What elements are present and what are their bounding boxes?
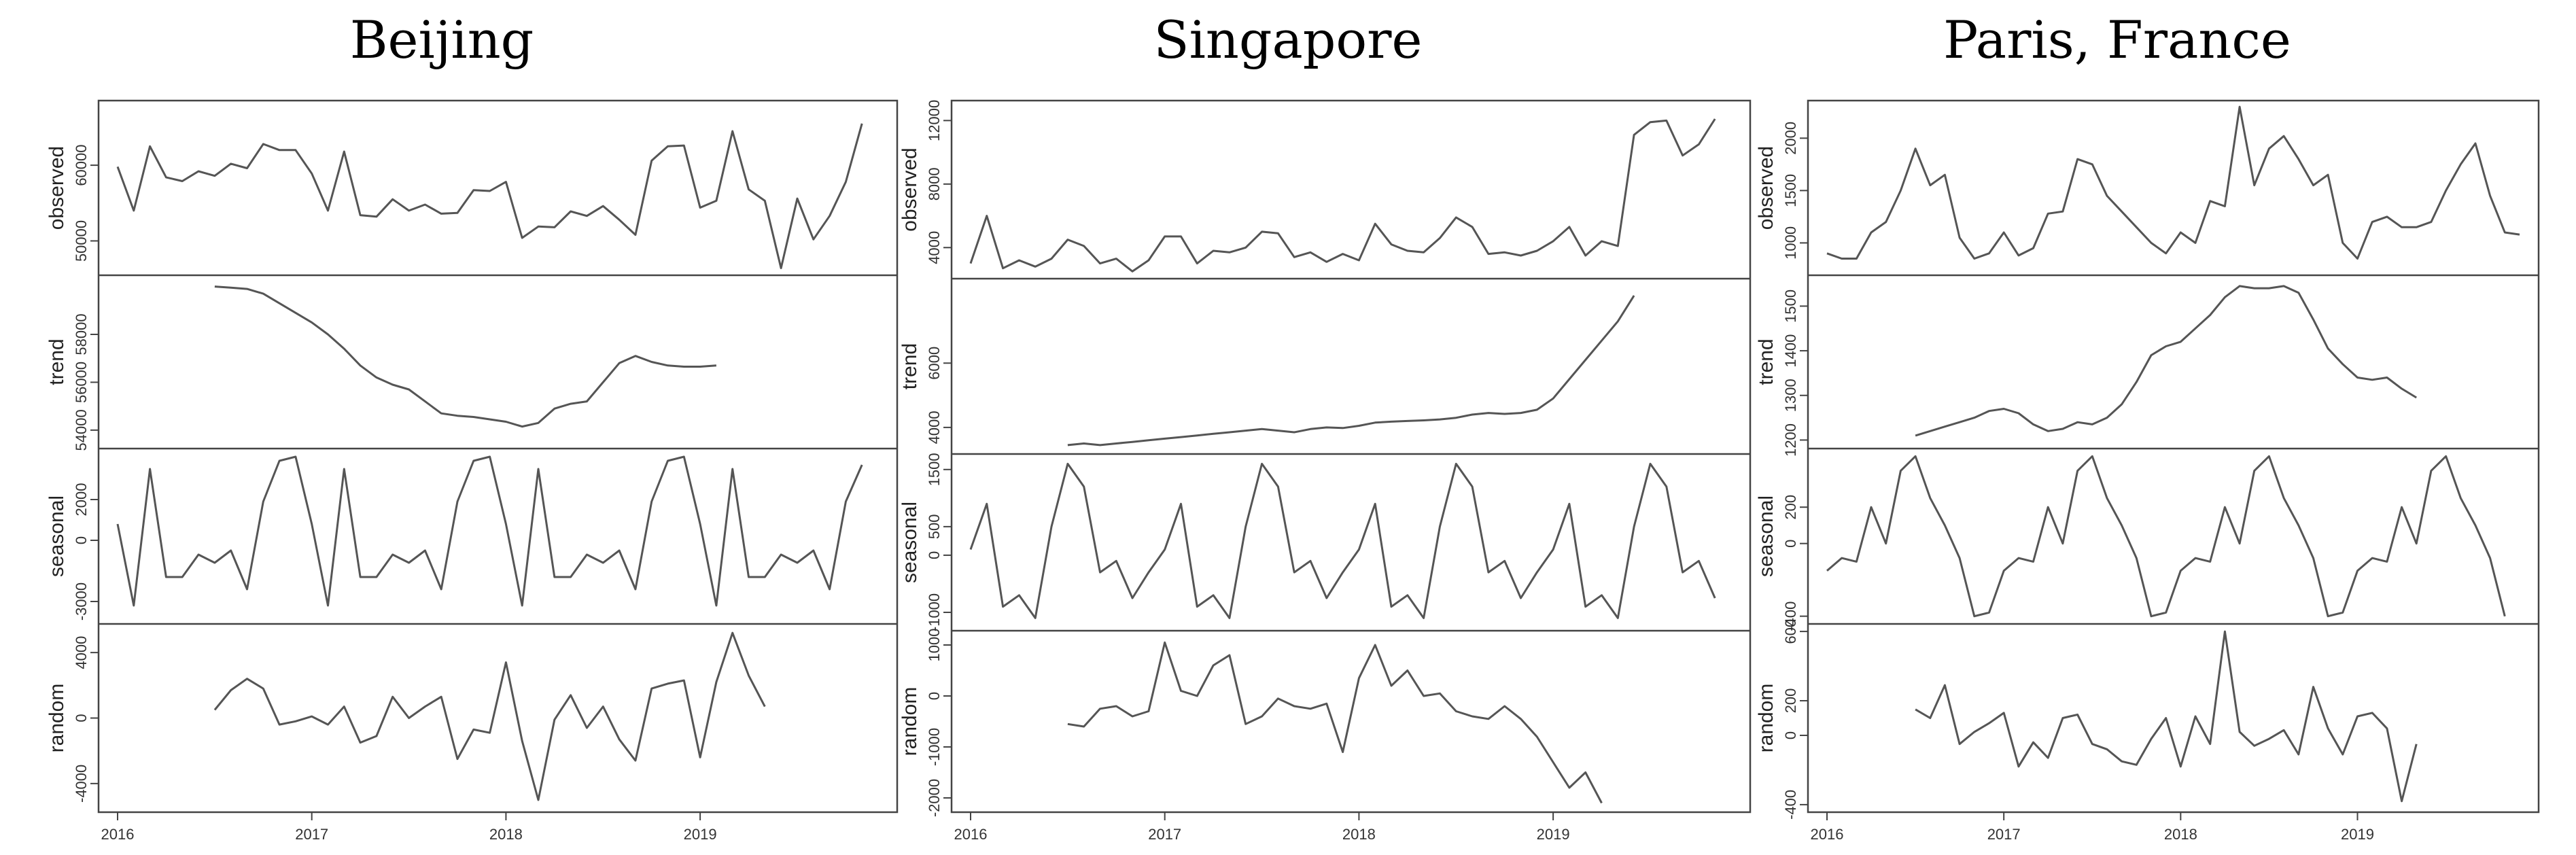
- panel-trend: 4000 6000 trend: [899, 277, 1750, 447]
- panel-label-seasonal: seasonal: [46, 495, 68, 577]
- y-tick-label: 56000: [73, 362, 90, 403]
- panel-label-trend: trend: [46, 338, 68, 385]
- y-tick-label: -2000: [926, 779, 943, 817]
- panel-label-seasonal: seasonal: [1755, 495, 1777, 577]
- y-tick-label: 1000: [1782, 226, 1799, 260]
- x-tick-label: 2016: [101, 826, 135, 843]
- series-line-seasonal: [969, 462, 1716, 619]
- y-tick-label: 600: [1782, 619, 1799, 644]
- y-tick-label: -4000: [73, 765, 90, 803]
- chart-title: Beijing: [350, 10, 534, 70]
- chart-singapore: Singapore 4000 8000 12000 observed 4000 6000 tr…: [899, 10, 1752, 843]
- x-tick-label: 2017: [295, 826, 328, 843]
- y-tick-label: 1200: [1782, 423, 1799, 457]
- panel-seasonal: -1000 0 500 1500 seasonal: [899, 453, 1750, 631]
- y-tick-label: 54000: [73, 409, 90, 451]
- plot-frame: [950, 99, 1752, 814]
- panel-label-observed: observed: [899, 147, 921, 231]
- x-tick-label: 2019: [684, 826, 717, 843]
- y-tick-label: 60000: [73, 144, 90, 186]
- y-tick-label: -1000: [926, 728, 943, 766]
- panel-label-trend: trend: [899, 343, 921, 389]
- series-line-trend: [214, 285, 717, 428]
- panel-label-trend: trend: [1755, 338, 1777, 385]
- x-tick-label: 2019: [1537, 826, 1570, 843]
- x-tick-label: 2016: [954, 826, 988, 843]
- y-tick-label: 200: [1782, 688, 1799, 714]
- y-tick-label: 0: [73, 536, 90, 544]
- y-tick-label: 2000: [73, 483, 90, 517]
- x-tick-label: 2018: [2164, 826, 2197, 843]
- chart-beijing: Beijing 50000 60000 observed 54000 56000 58000…: [46, 10, 899, 843]
- x-tick-label: 2018: [489, 826, 523, 843]
- panel-label-seasonal: seasonal: [899, 502, 921, 583]
- panel-label-random: random: [899, 687, 921, 756]
- y-tick-label: 58000: [73, 313, 90, 355]
- panel-trend: 1200 1300 1400 1500 trend: [1755, 274, 2539, 457]
- chart-title: Paris, France: [1943, 10, 2291, 70]
- chart-paris-france: Paris, France100015002000observed1200130…: [1755, 10, 2540, 843]
- x-tick-label: 2019: [2341, 826, 2374, 843]
- panel-random: -2000 -1000 0 1000 random: [899, 629, 1750, 817]
- panel-label-random: random: [46, 684, 68, 753]
- plot-frame: [97, 99, 899, 814]
- y-tick-label: 0: [926, 551, 943, 559]
- series-line-random: [213, 631, 766, 801]
- series-line-trend: [1915, 285, 2417, 437]
- y-tick-label: 1400: [1782, 334, 1799, 368]
- series-line-observed: [1826, 105, 2520, 260]
- y-tick-label: 500: [926, 514, 943, 540]
- panel-observed: 50000 60000 observed: [46, 123, 863, 269]
- y-tick-label: 1500: [1782, 290, 1799, 323]
- panel-trend: 54000 56000 58000 trend: [46, 274, 897, 451]
- y-tick-label: 1500: [926, 453, 943, 486]
- panel-label-random: random: [1755, 684, 1777, 753]
- y-tick-label: 1500: [1782, 174, 1799, 207]
- series-line-observed: [116, 123, 863, 269]
- x-tick-label: 2017: [1148, 826, 1181, 843]
- y-tick-label: 2000: [1782, 122, 1799, 155]
- y-tick-label: 50000: [73, 220, 90, 262]
- y-tick-label: 0: [926, 692, 943, 700]
- series-line-random: [1067, 641, 1603, 804]
- panel-seasonal: -400 0 200 seasonal: [1755, 447, 2539, 631]
- chart-title: Singapore: [1154, 10, 1423, 70]
- y-tick-label: 4000: [926, 231, 943, 264]
- panel-label-observed: observed: [1755, 146, 1777, 230]
- series-line-random: [1915, 630, 2418, 803]
- series-line-seasonal: [116, 455, 863, 607]
- panel-observed: 1000 1500 2000 observed: [1755, 105, 2520, 260]
- panel-random: -400 0 200 600 random: [1755, 619, 2539, 820]
- x-tick-label: 2018: [1342, 826, 1376, 843]
- x-tick-label: 2016: [1811, 826, 1844, 843]
- series-line-trend: [1067, 295, 1635, 447]
- y-tick-label: 200: [1782, 495, 1799, 520]
- y-tick-label: 1300: [1782, 379, 1799, 412]
- plot-frame: [1807, 99, 2540, 814]
- y-tick-label: -400: [1782, 601, 1799, 631]
- panel-random: -4000 0 4000 random: [46, 623, 897, 803]
- panel-label-observed: observed: [46, 146, 68, 230]
- y-tick-label: 12000: [926, 100, 943, 141]
- y-tick-label: 4000: [73, 636, 90, 669]
- y-tick-label: 6000: [926, 347, 943, 380]
- x-tick-label: 2017: [1987, 826, 2021, 843]
- y-tick-label: -1000: [926, 593, 943, 631]
- y-tick-label: -400: [1782, 790, 1799, 820]
- y-tick-label: 0: [1782, 731, 1799, 739]
- panel-observed: 4000 8000 12000 observed: [899, 100, 1716, 273]
- y-tick-label: 1000: [926, 629, 943, 662]
- y-tick-label: 4000: [926, 411, 943, 444]
- series-line-seasonal: [1826, 455, 2506, 618]
- panel-seasonal: -3000 0 2000 seasonal: [46, 447, 897, 621]
- series-line-observed: [969, 118, 1716, 273]
- y-tick-label: 0: [73, 714, 90, 722]
- y-tick-label: -3000: [73, 582, 90, 621]
- y-tick-label: 0: [1782, 540, 1799, 548]
- y-tick-label: 8000: [926, 167, 943, 200]
